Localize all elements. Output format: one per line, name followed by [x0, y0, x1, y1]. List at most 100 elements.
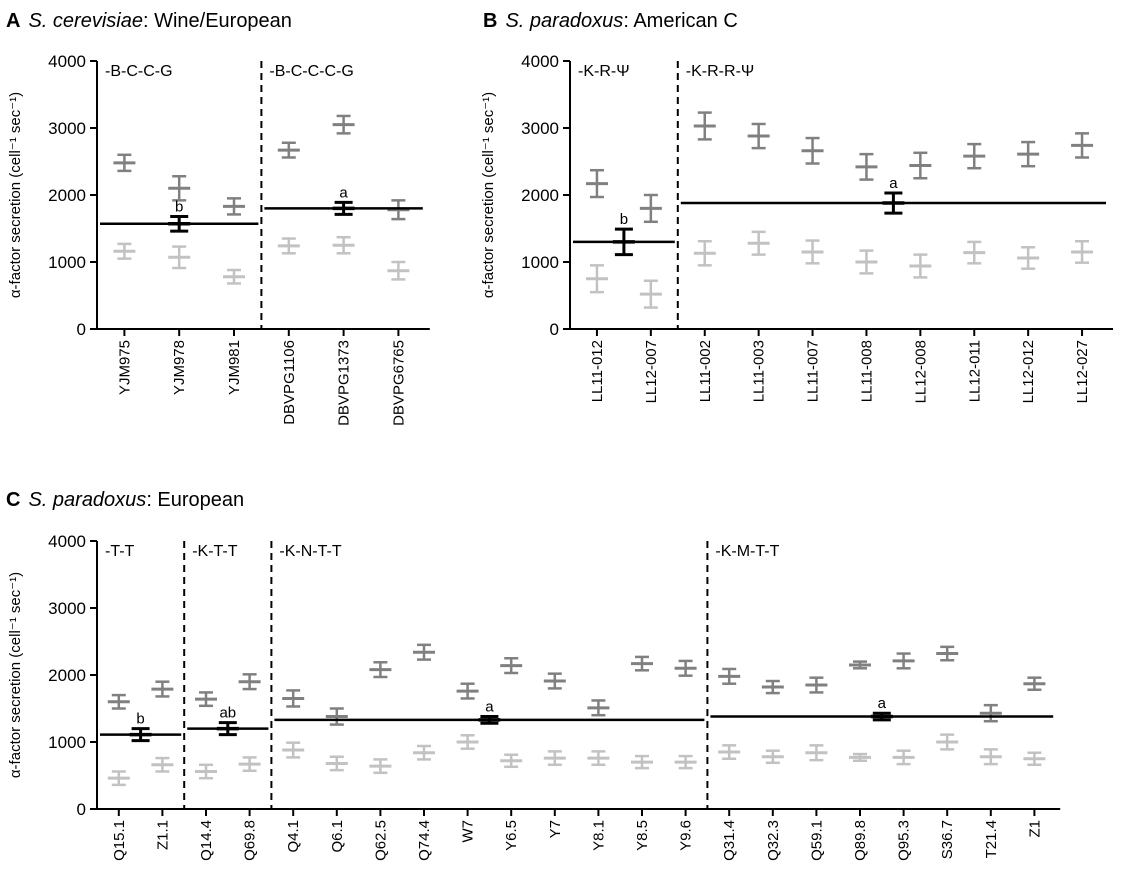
dark-point — [113, 153, 136, 173]
light-point — [325, 755, 348, 772]
dark-point — [693, 111, 716, 141]
light-point — [639, 279, 662, 309]
dark-point — [963, 142, 986, 170]
dark-point — [639, 193, 662, 224]
dark-point — [801, 136, 824, 165]
y-tick-label: 3000 — [48, 599, 86, 618]
group-label: -B-C-C-G — [105, 63, 173, 80]
x-tick-label: LL11-002 — [697, 340, 714, 402]
y-tick-label: 2000 — [48, 666, 86, 685]
y-axis-label: α-factor secretion (cell⁻¹ sec⁻¹) — [480, 92, 497, 298]
group-label: -K-R-Ψ — [578, 63, 630, 80]
significance-label: a — [878, 695, 887, 712]
x-tick-label: DBVPG1106 — [281, 340, 298, 425]
x-tick-label: Z1 — [1026, 820, 1043, 838]
dark-point — [855, 152, 878, 181]
group-label: -K-R-R-Ψ — [686, 63, 754, 80]
panel-b-title-italic: S. paradoxus — [505, 10, 623, 32]
dark-point — [277, 141, 300, 159]
significance-label: a — [889, 175, 898, 192]
panel-a-title-italic: S. cerevisiae — [28, 10, 143, 32]
significance-label: a — [485, 699, 494, 716]
light-point — [332, 235, 355, 255]
x-tick-label: LL11-003 — [751, 340, 768, 402]
panel-a-title-rest: : Wine/European — [143, 10, 292, 32]
light-point — [151, 756, 174, 773]
light-point — [413, 744, 435, 761]
light-point — [1071, 239, 1094, 264]
y-tick-label: 3000 — [48, 119, 86, 138]
panel-c-chart: 0 1000 2000 3000 4000 α-factor secretion (cel… — [7, 532, 1061, 861]
light-point — [1023, 751, 1046, 767]
y-tick-label: 0 — [77, 320, 86, 339]
x-tick-label: Q59.1 — [808, 820, 825, 861]
x-tick-label: Q31.4 — [721, 820, 738, 861]
dark-point — [456, 682, 479, 700]
dark-point — [892, 652, 915, 670]
x-tick-label: Y9.6 — [678, 820, 695, 851]
light-point — [585, 264, 608, 294]
x-tick-label: Q74.4 — [416, 820, 433, 861]
dark-point — [332, 114, 355, 135]
dark-point — [195, 691, 217, 708]
light-point — [761, 749, 784, 765]
dark-point — [849, 660, 871, 670]
x-tick-label: Q62.5 — [372, 820, 389, 861]
dark-point — [151, 680, 174, 698]
panel-c-letter: C — [6, 489, 20, 511]
light-point — [855, 249, 878, 275]
y-tick-label: 3000 — [521, 119, 559, 138]
panel-c-title-italic: S. paradoxus — [28, 489, 146, 511]
dark-point — [325, 707, 348, 726]
x-tick-label: Q95.3 — [896, 820, 913, 861]
dark-point — [674, 659, 697, 677]
light-point — [892, 749, 915, 766]
x-tick-label: YJM981 — [226, 340, 243, 395]
dark-point — [107, 693, 130, 710]
dark-point — [805, 676, 828, 694]
light-point — [456, 734, 479, 750]
significance-label: b — [620, 211, 628, 228]
light-point — [107, 770, 130, 787]
panel-b-chart: 0 1000 2000 3000 4000 α-factor secretion (cel… — [480, 52, 1113, 403]
dark-point — [1023, 676, 1046, 691]
light-point — [801, 239, 824, 265]
x-tick-label: LL12-027 — [1074, 340, 1091, 403]
x-tick-label: LL12-008 — [912, 340, 929, 403]
x-tick-label: W7 — [460, 820, 477, 843]
light-point — [223, 268, 245, 285]
dark-point — [413, 643, 435, 661]
significance-label: b — [175, 198, 183, 215]
group-label: -K-T-T — [192, 543, 238, 560]
light-point — [238, 756, 261, 773]
x-tick-label: Q6.1 — [329, 820, 346, 853]
group-label: -B-C-C-C-G — [269, 63, 353, 80]
x-tick-label: Q89.8 — [852, 820, 869, 861]
light-point — [500, 753, 523, 769]
dark-point — [587, 699, 610, 717]
x-tick-label: Y8.5 — [634, 820, 651, 851]
x-tick-label: Y7 — [547, 820, 564, 838]
light-point — [805, 744, 828, 762]
y-tick-label: 0 — [77, 800, 86, 819]
light-point — [674, 754, 697, 770]
dark-point — [387, 199, 410, 221]
y-tick-label: 0 — [550, 320, 559, 339]
group-label: -T-T — [105, 543, 135, 560]
dark-point — [718, 667, 741, 685]
y-axis-label: α-factor secretion (cell⁻¹ sec⁻¹) — [7, 572, 24, 778]
x-tick-label: LL11-007 — [805, 340, 822, 402]
panel-b-title-rest: : American C — [623, 10, 737, 32]
panel-b-header: B S. paradoxus: American C — [483, 10, 738, 32]
x-tick-label: YJM978 — [171, 340, 188, 395]
dark-point — [1071, 132, 1094, 159]
y-tick-label: 4000 — [48, 532, 86, 551]
svg-text:CS. paradoxus: European: C S. paradoxus: European — [6, 489, 244, 511]
dark-point — [369, 661, 392, 679]
light-point — [113, 242, 136, 260]
y-tick-label: 2000 — [48, 186, 86, 205]
dark-point — [500, 657, 523, 675]
light-point — [195, 763, 217, 780]
x-tick-label: YJM975 — [116, 340, 133, 395]
significance-label: ab — [219, 705, 236, 722]
